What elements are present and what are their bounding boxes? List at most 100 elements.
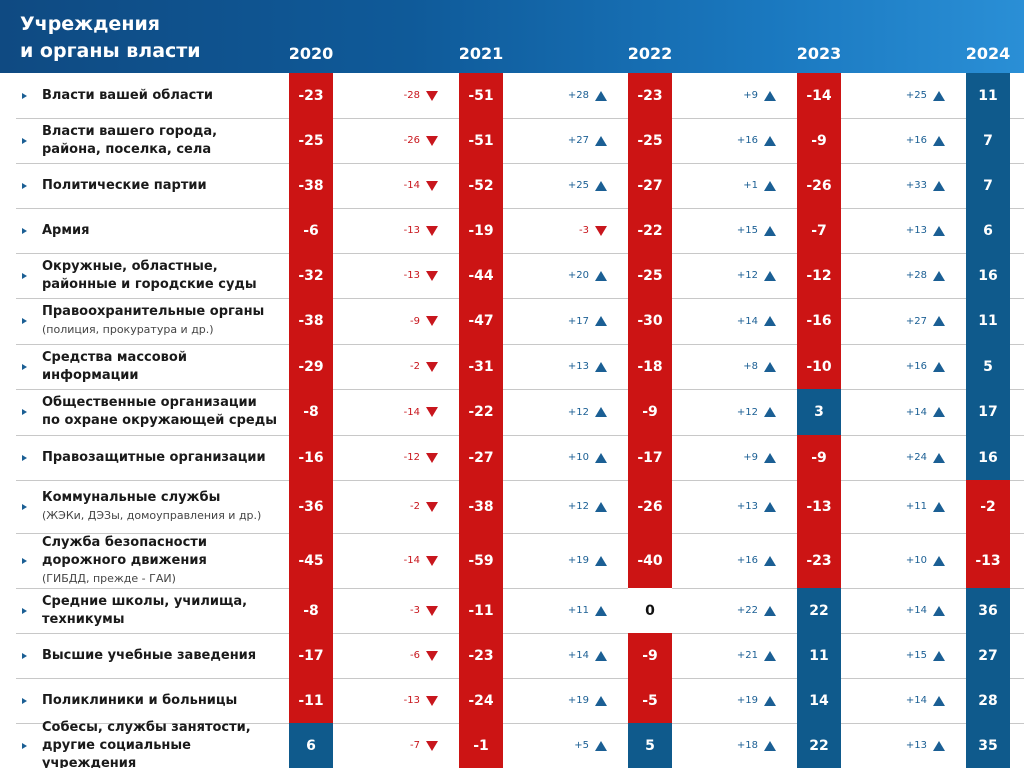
value-cell-2023: -14 <box>797 73 841 118</box>
row-label-text: Правоохранительные органы (полиция, проку… <box>42 303 264 339</box>
value-cell-2021: -27 <box>459 435 503 480</box>
delta-change: +14 <box>865 389 945 435</box>
row-divider <box>16 253 1024 254</box>
triangle-up-icon <box>933 605 945 616</box>
delta-change: +14 <box>865 588 945 633</box>
delta-value: -3 <box>579 225 589 236</box>
delta-change: +16 <box>696 118 776 163</box>
row-label: Служба безопасности дорожного движения (Г… <box>22 533 277 588</box>
triangle-down-icon <box>426 501 438 512</box>
value-cell-2021: -1 <box>459 723 503 768</box>
value-cell-2022: 5 <box>628 723 672 768</box>
triangle-down-icon <box>426 555 438 566</box>
delta-value: -28 <box>403 90 420 101</box>
delta-value: +14 <box>905 605 927 616</box>
row-divider <box>16 298 1024 299</box>
delta-change: +14 <box>865 678 945 723</box>
delta-value: -6 <box>410 650 420 661</box>
value-cell-2021: -22 <box>459 389 503 435</box>
delta-change: -14 <box>358 163 438 208</box>
value-cell-2022: -40 <box>628 533 672 588</box>
delta-change: +15 <box>696 208 776 253</box>
value-cell-2024: 27 <box>966 633 1010 678</box>
value-cell-2021: -44 <box>459 253 503 298</box>
row-label-main: Власти вашего города, района, поселка, с… <box>42 123 218 157</box>
delta-value: +14 <box>905 406 927 418</box>
triangle-up-icon <box>933 452 945 463</box>
delta-value: +5 <box>574 740 589 751</box>
triangle-up-icon <box>764 135 776 146</box>
triangle-up-icon <box>595 605 607 616</box>
row-label-text: Общественные организации по охране окруж… <box>42 394 277 430</box>
delta-value: +25 <box>567 180 589 191</box>
bullet-icon <box>22 137 27 144</box>
delta-change: +9 <box>696 435 776 480</box>
row-label-text: Собесы, службы занятости, другие социаль… <box>42 719 277 768</box>
row-label-note: (полиция, прокуратура и др.) <box>42 323 214 336</box>
delta-value: +16 <box>736 555 758 566</box>
value-cell-2023: 22 <box>797 588 841 633</box>
triangle-up-icon <box>764 316 776 326</box>
value-cell-2020: -38 <box>289 163 333 208</box>
value-cell-2022: -17 <box>628 435 672 480</box>
row-label: Правоохранительные органы (полиция, проку… <box>22 298 277 344</box>
delta-value: -26 <box>403 135 420 146</box>
year-header-2020: 2020 <box>288 44 334 63</box>
row-label-text: Окружные, областные, районные и городски… <box>42 258 277 294</box>
delta-change: +22 <box>696 588 776 633</box>
row-divider <box>16 480 1024 481</box>
year-header-2024: 2024 <box>965 44 1011 63</box>
delta-value: -14 <box>403 180 420 191</box>
bullet-icon <box>22 409 27 415</box>
triangle-up-icon <box>764 740 776 751</box>
value-cell-2020: -32 <box>289 253 333 298</box>
triangle-up-icon <box>764 180 776 191</box>
row-label-main: Средства массовой информации <box>42 349 187 383</box>
triangle-up-icon <box>595 316 607 326</box>
delta-change: +16 <box>865 344 945 389</box>
triangle-down-icon <box>426 225 438 236</box>
delta-value: -3 <box>410 605 420 616</box>
value-cell-2022: -5 <box>628 678 672 723</box>
row-label-main: Армия <box>42 222 90 238</box>
triangle-up-icon <box>764 270 776 281</box>
delta-value: +16 <box>736 135 758 146</box>
value-cell-2023: 11 <box>797 633 841 678</box>
row-label-text: Средства массовой информации <box>42 349 277 385</box>
bullet-icon <box>22 92 27 99</box>
delta-value: +22 <box>736 605 758 616</box>
triangle-down-icon <box>426 361 438 372</box>
value-cell-2023: -26 <box>797 163 841 208</box>
delta-value: -12 <box>403 452 420 463</box>
row-label-main: Служба безопасности дорожного движения <box>42 534 207 568</box>
delta-value: +19 <box>567 555 589 566</box>
delta-value: +17 <box>567 315 589 327</box>
row-divider <box>16 208 1024 209</box>
delta-value: +28 <box>905 270 927 281</box>
value-cell-2021: -47 <box>459 298 503 344</box>
value-cell-2023: -9 <box>797 435 841 480</box>
delta-value: +13 <box>905 225 927 236</box>
delta-change: +1 <box>696 163 776 208</box>
triangle-down-icon <box>426 180 438 191</box>
triangle-up-icon <box>595 695 607 706</box>
triangle-down-icon <box>426 650 438 661</box>
row-label: Поликлиники и больницы <box>22 678 277 723</box>
triangle-up-icon <box>764 555 776 566</box>
delta-change: +14 <box>527 633 607 678</box>
value-cell-2020: -8 <box>289 588 333 633</box>
delta-value: +9 <box>743 452 758 463</box>
bullet-icon <box>22 503 27 510</box>
delta-value: +12 <box>736 270 758 281</box>
row-label: Власти вашего города, района, поселка, с… <box>22 118 277 163</box>
triangle-down-icon <box>426 452 438 463</box>
triangle-down-icon <box>426 316 438 326</box>
value-cell-2024: 17 <box>966 389 1010 435</box>
row-label: Высшие учебные заведения <box>22 633 277 678</box>
delta-change: +16 <box>865 118 945 163</box>
delta-change: -2 <box>358 480 438 533</box>
delta-value: +28 <box>567 90 589 101</box>
row-label-note: (ЖЭКи, ДЭЗы, домоуправления и др.) <box>42 508 262 522</box>
value-cell-2023: 3 <box>797 389 841 435</box>
delta-value: +9 <box>743 90 758 101</box>
